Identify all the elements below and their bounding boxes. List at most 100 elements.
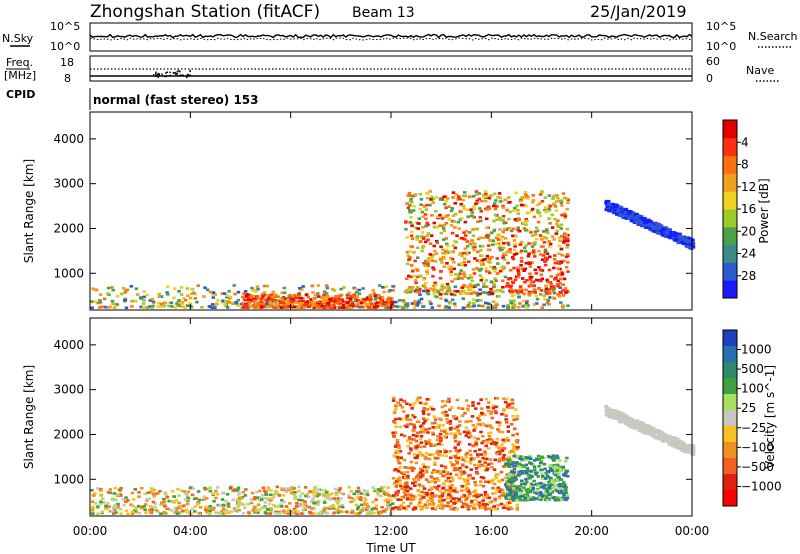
heatmap-cell bbox=[523, 267, 528, 271]
heatmap-cell bbox=[356, 505, 361, 508]
heatmap-cell bbox=[420, 469, 425, 472]
heatmap-cell bbox=[518, 243, 522, 246]
nave-dot bbox=[169, 74, 171, 77]
heatmap-cell bbox=[444, 410, 448, 414]
heatmap-cell bbox=[106, 286, 111, 290]
heatmap-cell bbox=[445, 282, 450, 286]
heatmap-cell bbox=[528, 476, 532, 480]
nave-dot bbox=[182, 74, 185, 77]
heatmap-cell bbox=[617, 420, 622, 423]
heatmap-cell bbox=[529, 486, 534, 490]
heatmap-cell bbox=[454, 449, 458, 452]
heatmap-cell bbox=[445, 197, 450, 200]
heatmap-cell bbox=[480, 407, 484, 410]
heatmap-cell bbox=[548, 296, 552, 299]
heatmap-cell bbox=[484, 192, 488, 196]
heatmap-cell bbox=[197, 498, 202, 502]
heatmap-cell bbox=[159, 503, 163, 507]
heatmap-cell bbox=[642, 217, 647, 220]
heatmap-cell bbox=[475, 267, 479, 270]
heatmap-cell bbox=[396, 401, 400, 404]
heatmap-cell bbox=[423, 285, 427, 288]
heatmap-cell bbox=[422, 289, 426, 293]
heatmap-cell bbox=[340, 504, 344, 507]
heatmap-cell bbox=[301, 508, 305, 512]
heatmap-cell bbox=[418, 430, 423, 434]
heatmap-cell bbox=[425, 196, 430, 200]
heatmap-cell bbox=[189, 486, 193, 489]
heatmap-cell bbox=[403, 290, 408, 294]
heatmap-cell bbox=[465, 208, 469, 211]
heatmap-cell bbox=[93, 300, 97, 304]
heatmap-cell bbox=[298, 495, 302, 498]
heatmap-cell bbox=[415, 238, 420, 242]
heatmap-cell bbox=[495, 445, 499, 448]
heatmap-cell bbox=[435, 438, 440, 442]
heatmap-cell bbox=[392, 454, 396, 457]
heatmap-cell bbox=[468, 504, 473, 508]
heatmap-cell bbox=[551, 496, 555, 500]
heatmap-cell bbox=[490, 410, 494, 413]
heatmap-cell bbox=[689, 450, 693, 454]
heatmap-cell bbox=[484, 279, 488, 282]
heatmap-cell bbox=[197, 511, 201, 515]
heatmap-cell bbox=[528, 292, 533, 295]
heatmap-cell bbox=[453, 293, 457, 297]
heatmap-cell bbox=[512, 454, 516, 458]
heatmap-cell bbox=[235, 510, 240, 513]
heatmap-cell bbox=[410, 286, 415, 289]
heatmap-cell bbox=[474, 467, 479, 470]
heatmap-cell bbox=[447, 205, 451, 208]
nave-dot bbox=[164, 75, 166, 78]
heatmap-cell bbox=[254, 290, 258, 294]
heatmap-cell bbox=[423, 213, 428, 216]
heatmap-cell bbox=[530, 496, 535, 499]
heatmap-cell bbox=[675, 438, 679, 442]
heatmap-cell bbox=[518, 302, 522, 305]
heatmap-cell bbox=[416, 227, 420, 230]
heatmap-cell bbox=[422, 417, 426, 420]
heatmap-cell bbox=[673, 239, 677, 242]
heatmap-cell bbox=[432, 268, 436, 271]
heatmap-cell bbox=[500, 235, 504, 239]
heatmap-cell bbox=[615, 417, 619, 420]
heatmap-cell bbox=[506, 241, 510, 245]
heatmap-cell bbox=[420, 249, 425, 253]
heatmap-cell bbox=[424, 240, 428, 244]
heatmap-cell bbox=[504, 414, 508, 417]
heatmap-cell bbox=[440, 261, 444, 264]
heatmap-cell bbox=[510, 476, 515, 480]
heatmap-cell bbox=[479, 279, 483, 282]
heatmap-cell bbox=[410, 224, 414, 228]
heatmap-cell bbox=[143, 492, 147, 496]
heatmap-cell bbox=[511, 234, 515, 238]
heatmap-cell bbox=[534, 471, 538, 474]
heatmap-cell bbox=[261, 486, 266, 490]
heatmap-cell bbox=[501, 304, 506, 308]
heatmap-cell bbox=[442, 498, 446, 502]
heatmap-cell bbox=[445, 432, 449, 435]
heatmap-cell bbox=[491, 486, 495, 490]
heatmap-cell bbox=[203, 286, 207, 289]
heatmap-cell bbox=[457, 263, 461, 266]
heatmap-cell bbox=[473, 425, 478, 429]
heatmap-cell bbox=[430, 500, 434, 503]
heatmap-cell bbox=[186, 499, 190, 503]
heatmap-cell bbox=[474, 494, 478, 497]
heatmap-cell bbox=[325, 294, 329, 298]
heatmap-cell bbox=[286, 510, 291, 513]
heatmap-cell bbox=[538, 496, 542, 499]
heatmap-cell bbox=[406, 206, 411, 210]
heatmap-cell bbox=[467, 260, 471, 263]
heatmap-cell bbox=[211, 293, 216, 297]
heatmap-cell bbox=[300, 492, 305, 495]
heatmap-cell bbox=[546, 475, 551, 479]
heatmap-cell bbox=[273, 304, 277, 308]
heatmap-cell bbox=[311, 304, 315, 308]
heatmap-cell bbox=[237, 502, 241, 505]
heatmap-cell bbox=[411, 494, 416, 498]
heatmap-cell bbox=[426, 292, 430, 296]
heatmap-cell bbox=[485, 226, 489, 229]
heatmap-cell bbox=[507, 406, 511, 410]
velocity-heatmap bbox=[90, 396, 696, 516]
